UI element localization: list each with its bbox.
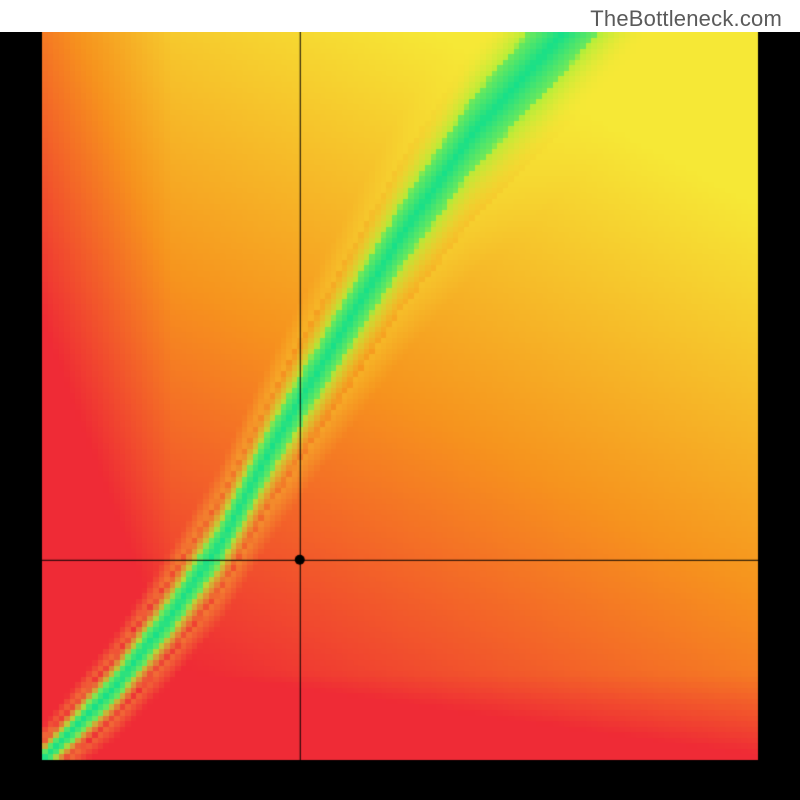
watermark-text: TheBottleneck.com xyxy=(590,6,782,32)
chart-frame xyxy=(0,32,800,800)
heatmap-canvas xyxy=(0,32,800,800)
